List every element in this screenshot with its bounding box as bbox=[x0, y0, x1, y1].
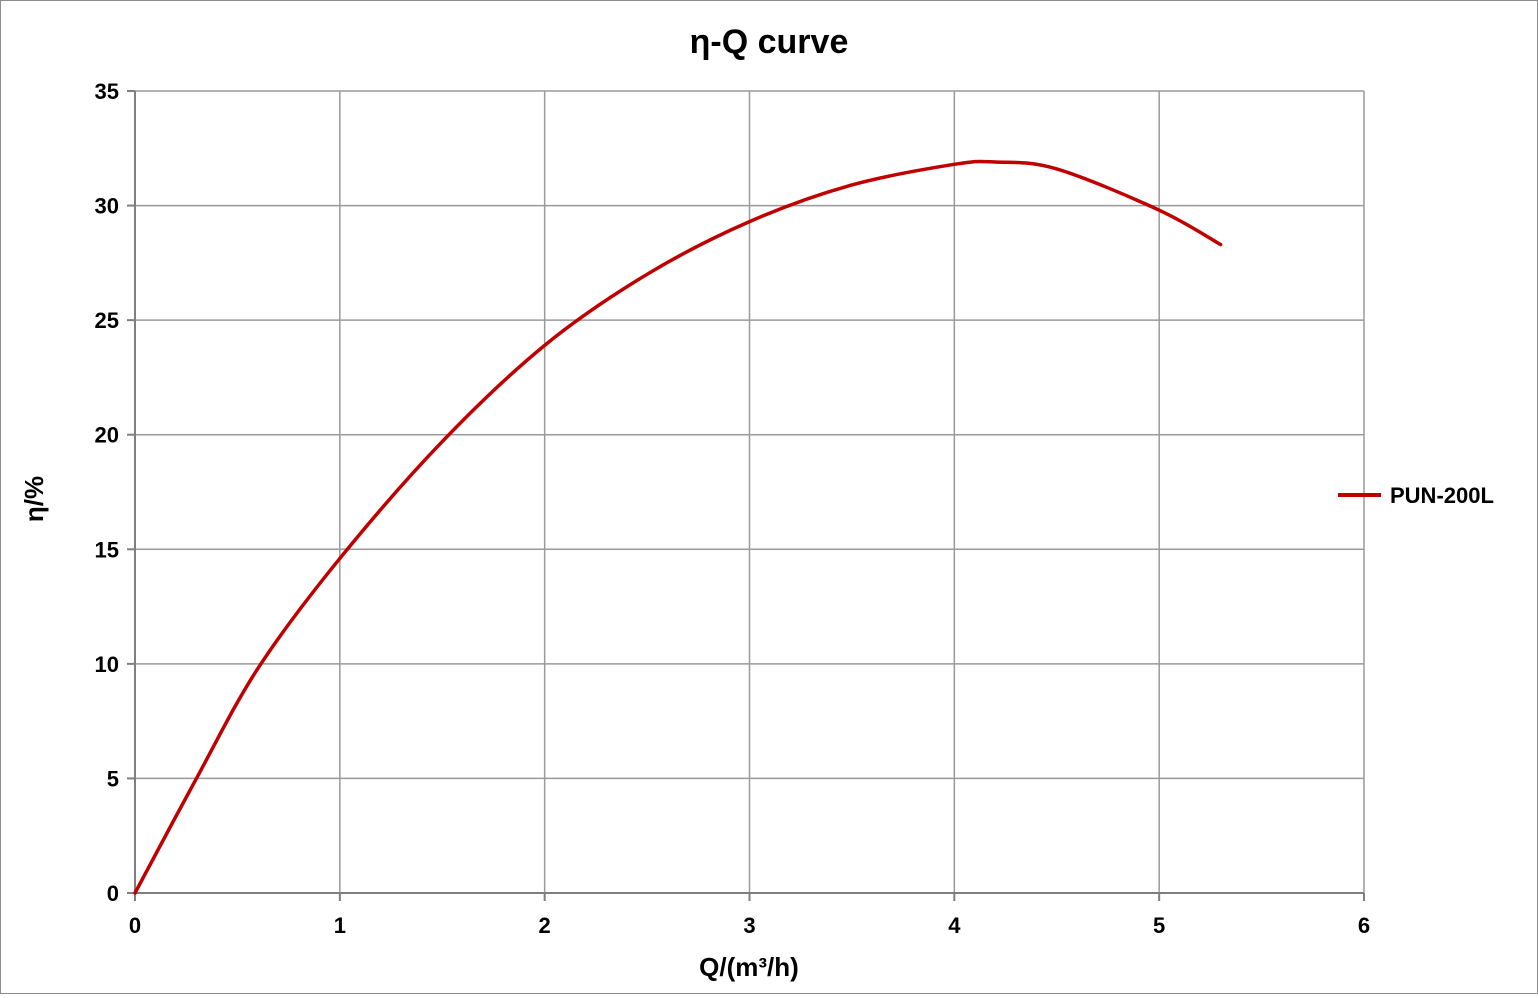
x-tick-label: 6 bbox=[1358, 913, 1370, 938]
y-tick-label: 35 bbox=[95, 79, 119, 104]
x-tick-label: 2 bbox=[539, 913, 551, 938]
chart-title: η-Q curve bbox=[690, 23, 849, 61]
legend: PUN-200L bbox=[1338, 483, 1494, 508]
y-tick-label: 10 bbox=[95, 652, 119, 677]
y-tick-label: 15 bbox=[95, 537, 119, 562]
x-tick-label: 0 bbox=[129, 913, 141, 938]
x-tick-label: 1 bbox=[334, 913, 346, 938]
y-axis-label: η/% bbox=[19, 476, 49, 522]
series-layer bbox=[133, 159, 1223, 895]
y-tick-label: 20 bbox=[95, 423, 119, 448]
x-axis-label: Q/(m³/h) bbox=[699, 952, 799, 982]
grid-layer bbox=[127, 90, 1365, 901]
x-tick-label: 4 bbox=[948, 913, 961, 938]
y-tick-label: 0 bbox=[107, 881, 119, 906]
legend-label: PUN-200L bbox=[1390, 483, 1494, 508]
series-line bbox=[133, 159, 1223, 895]
x-tick-label: 3 bbox=[743, 913, 755, 938]
y-tick-label: 5 bbox=[107, 766, 119, 791]
x-tick-label: 5 bbox=[1153, 913, 1165, 938]
tick-layer: 0 5 10 15 20 25 30 35 0 1 2 3 4 5 6 bbox=[95, 79, 1371, 938]
y-tick-label: 30 bbox=[95, 194, 119, 219]
y-tick-label: 25 bbox=[95, 308, 119, 333]
